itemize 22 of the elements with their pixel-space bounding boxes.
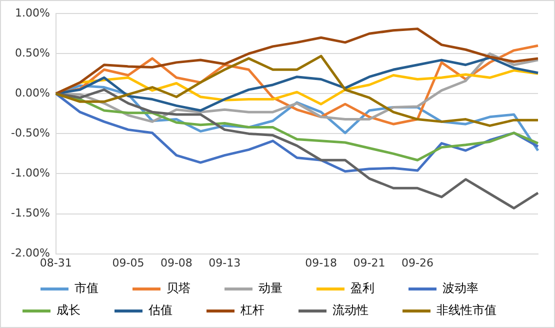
- legend-label: 盈利: [350, 281, 398, 296]
- y-tick-label: -0.50%: [10, 126, 50, 140]
- legend-label: 动量: [258, 281, 306, 296]
- y-tick-label: 0.50%: [14, 46, 50, 60]
- x-tick-label: 09-26: [401, 256, 434, 270]
- legend-label: 估值: [148, 303, 196, 318]
- legend-label: 波动率: [442, 281, 502, 296]
- x-tick-label: 09-08: [160, 256, 192, 270]
- x-tick-label: 09-13: [208, 256, 241, 270]
- x-tick-label: 09-18: [305, 256, 338, 270]
- legend-label: 杠杆: [240, 303, 288, 318]
- legend-label: 非线性市值: [436, 303, 520, 318]
- y-tick-label: 1.00%: [14, 6, 50, 20]
- legend-label: 贝塔: [166, 281, 214, 296]
- y-tick-label: 0.00%: [14, 86, 50, 100]
- legend-label: 流动性: [332, 303, 392, 318]
- x-tick-label: 09-21: [353, 256, 386, 270]
- y-tick-label: -1.00%: [10, 166, 50, 180]
- legend-label: 市值: [74, 281, 122, 296]
- legend-label: 成长: [56, 303, 104, 318]
- x-tick-label: 09-05: [112, 256, 144, 270]
- y-tick-label: -1.50%: [10, 206, 50, 220]
